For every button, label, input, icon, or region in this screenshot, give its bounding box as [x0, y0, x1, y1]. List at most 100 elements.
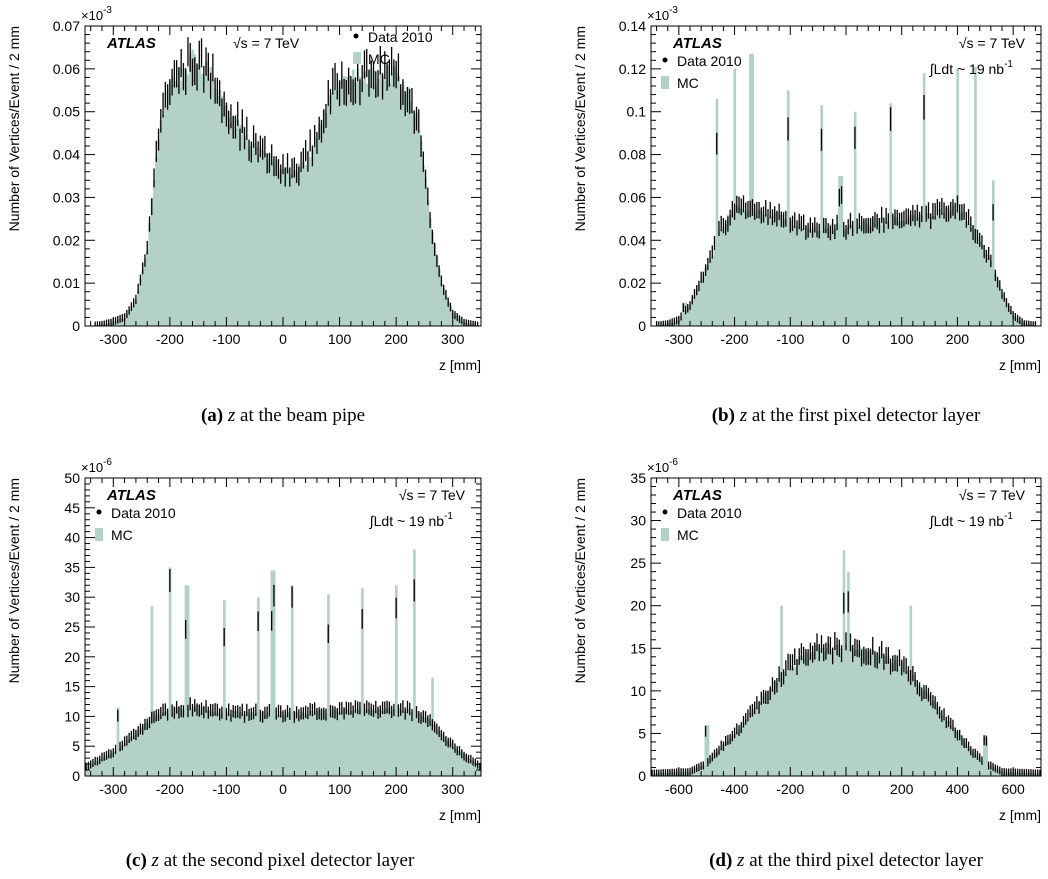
- mc-bin: [395, 72, 398, 326]
- mc-bin: [833, 228, 837, 326]
- mc-bin: [98, 759, 102, 776]
- x-tick-label: -200: [156, 781, 184, 797]
- mc-bin: [782, 672, 786, 776]
- caption-a-var: z: [227, 405, 236, 426]
- mc-bin: [191, 49, 195, 326]
- mc-bin: [840, 648, 844, 776]
- mc-bin: [413, 549, 416, 776]
- mc-bin: [942, 719, 946, 776]
- mc-bin: [771, 687, 774, 776]
- mc-bin: [686, 307, 690, 326]
- mc-bin: [789, 665, 792, 776]
- mc-bin: [315, 711, 319, 776]
- y-exponent-label: ×10-3: [647, 5, 678, 23]
- mc-bin: [385, 65, 389, 326]
- chart-panel-b: -300 -200 -100 0 100 200 300 0 0.02 0.04 0.06 0.08 0…: [0, 0, 1048, 400]
- mc-bin: [404, 93, 407, 326]
- mc-bin: [720, 229, 723, 326]
- mc-bin: [209, 710, 213, 776]
- mc-bin: [693, 295, 696, 326]
- mc-bin: [266, 160, 269, 326]
- mc-bin: [254, 147, 258, 326]
- mc-bin: [279, 168, 283, 326]
- mc-bin: [856, 650, 859, 776]
- mc-bin: [898, 666, 901, 776]
- x-tick-label: -100: [776, 331, 804, 347]
- mc-bin: [757, 209, 761, 326]
- y-tick-label: 0.14: [619, 18, 646, 34]
- mc-bin: [697, 284, 701, 326]
- mc-bin: [426, 718, 430, 776]
- mc-bin: [920, 215, 924, 326]
- mc-bin: [802, 658, 806, 776]
- mc-bin: [388, 83, 391, 326]
- mc-bin: [800, 656, 803, 776]
- legend-data-marker: [353, 33, 359, 39]
- mc-bin: [211, 712, 215, 776]
- mc-bin: [270, 570, 274, 776]
- mc-bin: [889, 664, 893, 776]
- mc-bin: [878, 224, 881, 326]
- mc-bin: [345, 708, 348, 776]
- y-tick-label: 0: [638, 318, 646, 334]
- y-tick-label: 30: [64, 589, 80, 605]
- mc-bin: [864, 651, 868, 776]
- mc-bin: [415, 711, 419, 776]
- mc-bin: [471, 761, 475, 776]
- mc-bin: [987, 256, 991, 326]
- mc-bin: [742, 722, 745, 776]
- mc-bin: [438, 730, 441, 776]
- mc-bin: [155, 157, 158, 326]
- mc-bin: [288, 713, 292, 776]
- mc-bin: [762, 215, 766, 326]
- mc-bin: [965, 745, 968, 776]
- mc-bin: [223, 600, 226, 776]
- mc-bin: [887, 222, 890, 326]
- mc-bin: [700, 280, 703, 326]
- energy-label: √s = 7 TeV: [959, 35, 1026, 51]
- y-axis-title: Number of Vertices/Event / 2 mm: [572, 478, 588, 683]
- mc-bin: [1014, 317, 1017, 326]
- mc-bin: [218, 708, 222, 776]
- mc-bin: [152, 180, 156, 326]
- mc-bin: [376, 709, 380, 776]
- x-axis-title: z [mm]: [999, 807, 1041, 823]
- mc-bin: [755, 706, 759, 776]
- mc-bin: [755, 215, 759, 326]
- mc-bin: [453, 748, 457, 776]
- mc-bin: [216, 95, 219, 327]
- y-tick-label: 20: [64, 649, 80, 665]
- mc-bin: [146, 250, 149, 326]
- mc-bin: [333, 89, 337, 326]
- mc-bin: [401, 710, 405, 776]
- data-points: [94, 37, 479, 326]
- mc-bin: [954, 211, 957, 326]
- mc-bin: [711, 757, 714, 776]
- mc-bin: [345, 76, 348, 326]
- mc-bin: [945, 720, 948, 776]
- y-tick-label: 35: [64, 559, 80, 575]
- y-tick-label: 20: [630, 598, 646, 614]
- mc-bin: [909, 215, 913, 326]
- mc-bin: [422, 717, 425, 776]
- mc-bin: [259, 714, 262, 776]
- y-tick-label: 0.04: [53, 147, 80, 163]
- y-tick-label: 0: [72, 318, 80, 334]
- mc-bin: [279, 712, 283, 776]
- mc-bin: [729, 216, 732, 326]
- mc-bin: [773, 681, 777, 776]
- y-tick-label: 0.02: [53, 232, 80, 248]
- mc-bin: [435, 256, 439, 326]
- mc-bin: [947, 720, 951, 776]
- mc-bin: [399, 710, 403, 776]
- caption-a-text: at the beam pipe: [240, 405, 366, 426]
- mc-bin: [847, 571, 850, 776]
- mc-bin: [227, 714, 231, 776]
- mc-bin: [354, 713, 357, 776]
- mc-bin: [971, 752, 975, 776]
- mc-bin: [867, 225, 870, 326]
- mc-bin: [749, 53, 752, 326]
- legend-data-marker: [662, 509, 668, 515]
- mc-bin: [306, 714, 310, 776]
- mc-bin: [824, 648, 828, 776]
